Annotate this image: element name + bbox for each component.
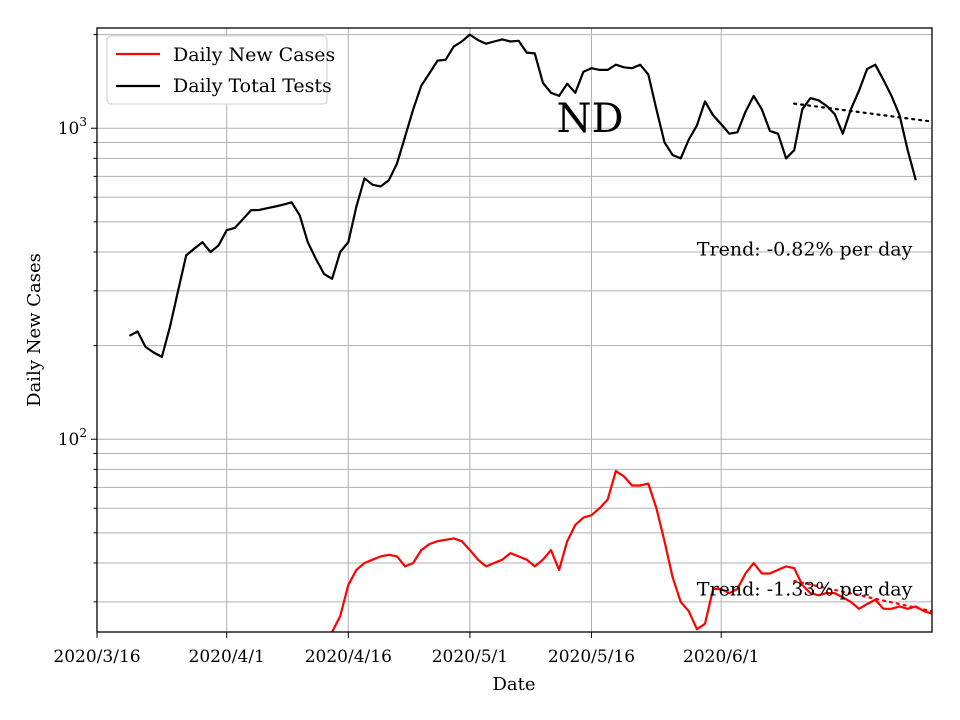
grid-lines: [96, 28, 932, 632]
trend-annotation-cases: Trend: -1.33% per day: [697, 578, 913, 600]
y-tick-label: 102: [58, 426, 87, 450]
trend-line-cases: [793, 579, 932, 613]
trend-line-tests: [793, 102, 932, 123]
series-layer: [128, 33, 932, 632]
x-tick-label: 2020/4/16: [305, 647, 392, 667]
axis-ticks: 102 103 2020/3/16 2020/4/1 2020/4/16 2020/5/1…: [53, 34, 759, 667]
state-label: ND: [556, 96, 623, 142]
legend-label-cases: Daily New Cases: [173, 44, 335, 66]
x-tick-label: 2020/6/1: [683, 647, 759, 667]
plot-frame: [96, 27, 933, 633]
legend-label-tests: Daily Total Tests: [173, 75, 332, 97]
series-line-daily-new-cases: [331, 470, 932, 632]
legend: Daily New Cases Daily Total Tests: [106, 35, 335, 105]
x-tick-label: 2020/5/16: [548, 647, 635, 667]
x-axis-label: Date: [492, 674, 535, 695]
trend-annotation-tests: Trend: -0.82% per day: [697, 238, 913, 260]
legend-box: [106, 35, 328, 105]
annotation-layer: Trend: -0.82% per day Trend: -1.33% per d…: [697, 238, 913, 600]
x-tick-label: 2020/4/1: [189, 647, 265, 667]
y-tick-label: 103: [58, 115, 87, 139]
x-tick-label: 2020/5/1: [432, 647, 508, 667]
x-tick-label: 2020/3/16: [53, 647, 140, 667]
series-line-daily-total-tests: [128, 33, 917, 358]
y-axis-label: Daily New Cases: [24, 253, 45, 407]
